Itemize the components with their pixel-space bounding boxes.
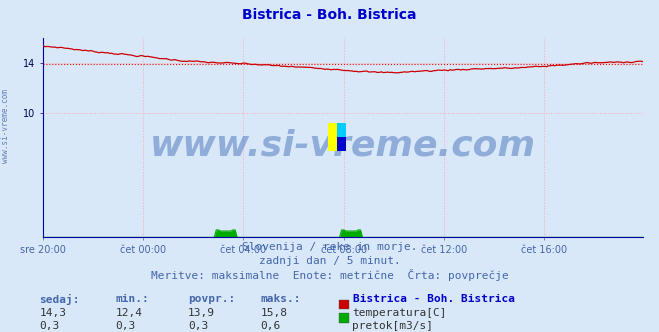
Text: min.:: min.: bbox=[115, 294, 149, 304]
Text: Meritve: maksimalne  Enote: metrične  Črta: povprečje: Meritve: maksimalne Enote: metrične Črta… bbox=[151, 269, 508, 281]
Text: www.si-vreme.com: www.si-vreme.com bbox=[1, 89, 10, 163]
Text: maks.:: maks.: bbox=[260, 294, 301, 304]
Bar bbox=[337, 137, 346, 151]
Text: 0,3: 0,3 bbox=[40, 321, 60, 331]
Text: temperatura[C]: temperatura[C] bbox=[352, 308, 446, 318]
Text: pretok[m3/s]: pretok[m3/s] bbox=[352, 321, 433, 331]
Text: sedaj:: sedaj: bbox=[40, 294, 80, 305]
Bar bbox=[328, 137, 337, 151]
Text: povpr.:: povpr.: bbox=[188, 294, 235, 304]
Text: 0,3: 0,3 bbox=[188, 321, 208, 331]
Text: 12,4: 12,4 bbox=[115, 308, 142, 318]
Bar bbox=[328, 123, 337, 137]
Text: 0,6: 0,6 bbox=[260, 321, 281, 331]
Text: www.si-vreme.com: www.si-vreme.com bbox=[150, 129, 536, 163]
Text: 14,3: 14,3 bbox=[40, 308, 67, 318]
Bar bbox=[337, 123, 346, 137]
Text: 0,3: 0,3 bbox=[115, 321, 136, 331]
Text: zadnji dan / 5 minut.: zadnji dan / 5 minut. bbox=[258, 256, 401, 266]
Text: Bistrica - Boh. Bistrica: Bistrica - Boh. Bistrica bbox=[243, 8, 416, 22]
Text: Bistrica - Boh. Bistrica: Bistrica - Boh. Bistrica bbox=[353, 294, 515, 304]
Text: Slovenija / reke in morje.: Slovenija / reke in morje. bbox=[242, 242, 417, 252]
Text: 15,8: 15,8 bbox=[260, 308, 287, 318]
Text: 13,9: 13,9 bbox=[188, 308, 215, 318]
